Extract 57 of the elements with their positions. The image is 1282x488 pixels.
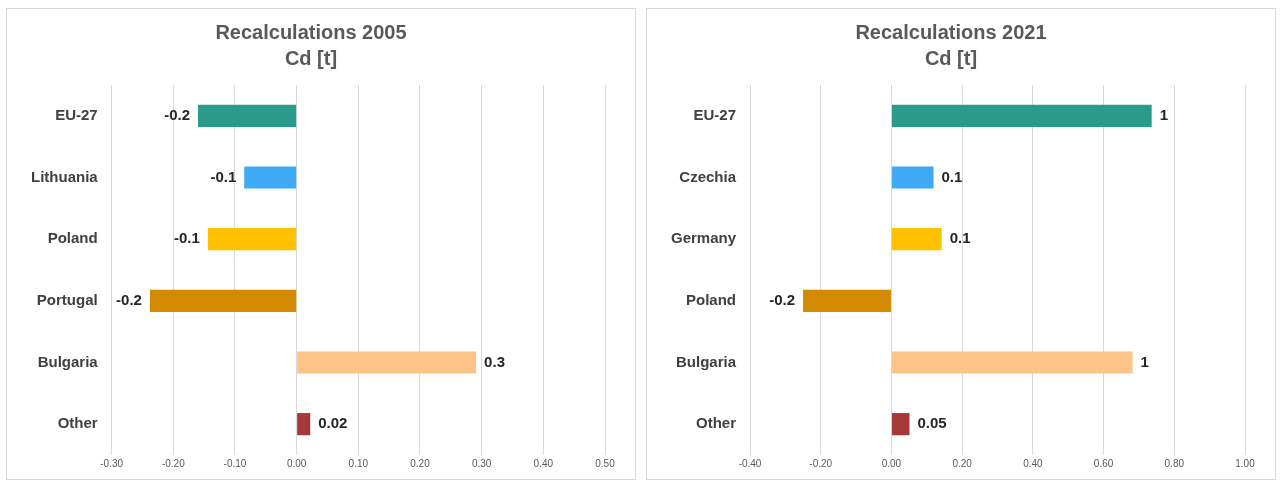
y-tick-label: Portugal <box>36 290 98 308</box>
bar <box>244 166 297 189</box>
x-tick-label: 0.00 <box>286 457 307 469</box>
x-tick-label: 0.10 <box>348 457 369 469</box>
x-tick-label: 0.40 <box>533 457 554 469</box>
y-tick-label: Poland <box>47 229 98 247</box>
data-label: -0.1 <box>210 167 237 185</box>
y-tick-label: Czechia <box>679 167 737 185</box>
bar <box>198 104 297 127</box>
x-tick-label: 0.20 <box>410 457 431 469</box>
x-tick-label: -0.10 <box>223 457 247 469</box>
x-tick-label: -0.40 <box>738 457 762 469</box>
x-tick-label: 0.30 <box>471 457 492 469</box>
bar <box>891 413 910 436</box>
x-tick-label: 0.20 <box>952 457 973 469</box>
y-tick-label: EU-27 <box>693 105 737 123</box>
bar <box>149 289 297 312</box>
data-label: -0.1 <box>174 229 200 247</box>
bar <box>891 104 1152 127</box>
x-tick-label: -0.30 <box>100 457 124 469</box>
data-label: 0.05 <box>917 414 947 432</box>
bar <box>297 413 311 436</box>
bar <box>207 228 297 251</box>
data-label: 0.3 <box>484 352 505 370</box>
x-tick-label: 0.60 <box>1093 457 1114 469</box>
data-label: -0.2 <box>769 290 796 308</box>
y-tick-label: Other <box>57 414 98 432</box>
data-label: 0.1 <box>941 167 963 185</box>
bar <box>891 351 1133 374</box>
bar <box>891 228 942 251</box>
bar <box>297 351 477 374</box>
data-label: -0.2 <box>164 105 190 123</box>
data-label: 1 <box>1140 352 1149 370</box>
chart-title: Recalculations 2021 <box>855 20 1047 43</box>
x-tick-label: -0.20 <box>161 457 186 469</box>
bar <box>803 289 891 312</box>
y-tick-label: Lithuania <box>30 167 99 185</box>
x-tick-label: 0.80 <box>1164 457 1185 469</box>
data-label: 0.1 <box>949 229 971 247</box>
y-tick-label: Other <box>696 414 737 432</box>
bar <box>891 166 934 189</box>
y-tick-label: EU-27 <box>55 105 98 123</box>
y-tick-label: Bulgaria <box>37 352 99 370</box>
data-label: -0.2 <box>116 290 142 308</box>
x-tick-label: -0.20 <box>809 457 833 469</box>
data-label: 0.02 <box>318 414 348 432</box>
x-tick-label: 0.00 <box>881 457 902 469</box>
y-tick-label: Bulgaria <box>676 352 737 370</box>
x-tick-label: 0.50 <box>595 457 616 469</box>
data-label: 1 <box>1159 105 1169 123</box>
x-tick-label: 0.40 <box>1023 457 1044 469</box>
y-tick-label: Germany <box>670 229 737 247</box>
x-tick-label: 1.00 <box>1235 457 1256 469</box>
chart-title: Recalculations 2005 <box>215 20 407 43</box>
y-tick-label: Poland <box>686 290 737 308</box>
chart-subtitle: Cd [t] <box>924 46 978 69</box>
chart-subtitle: Cd [t] <box>284 46 338 69</box>
